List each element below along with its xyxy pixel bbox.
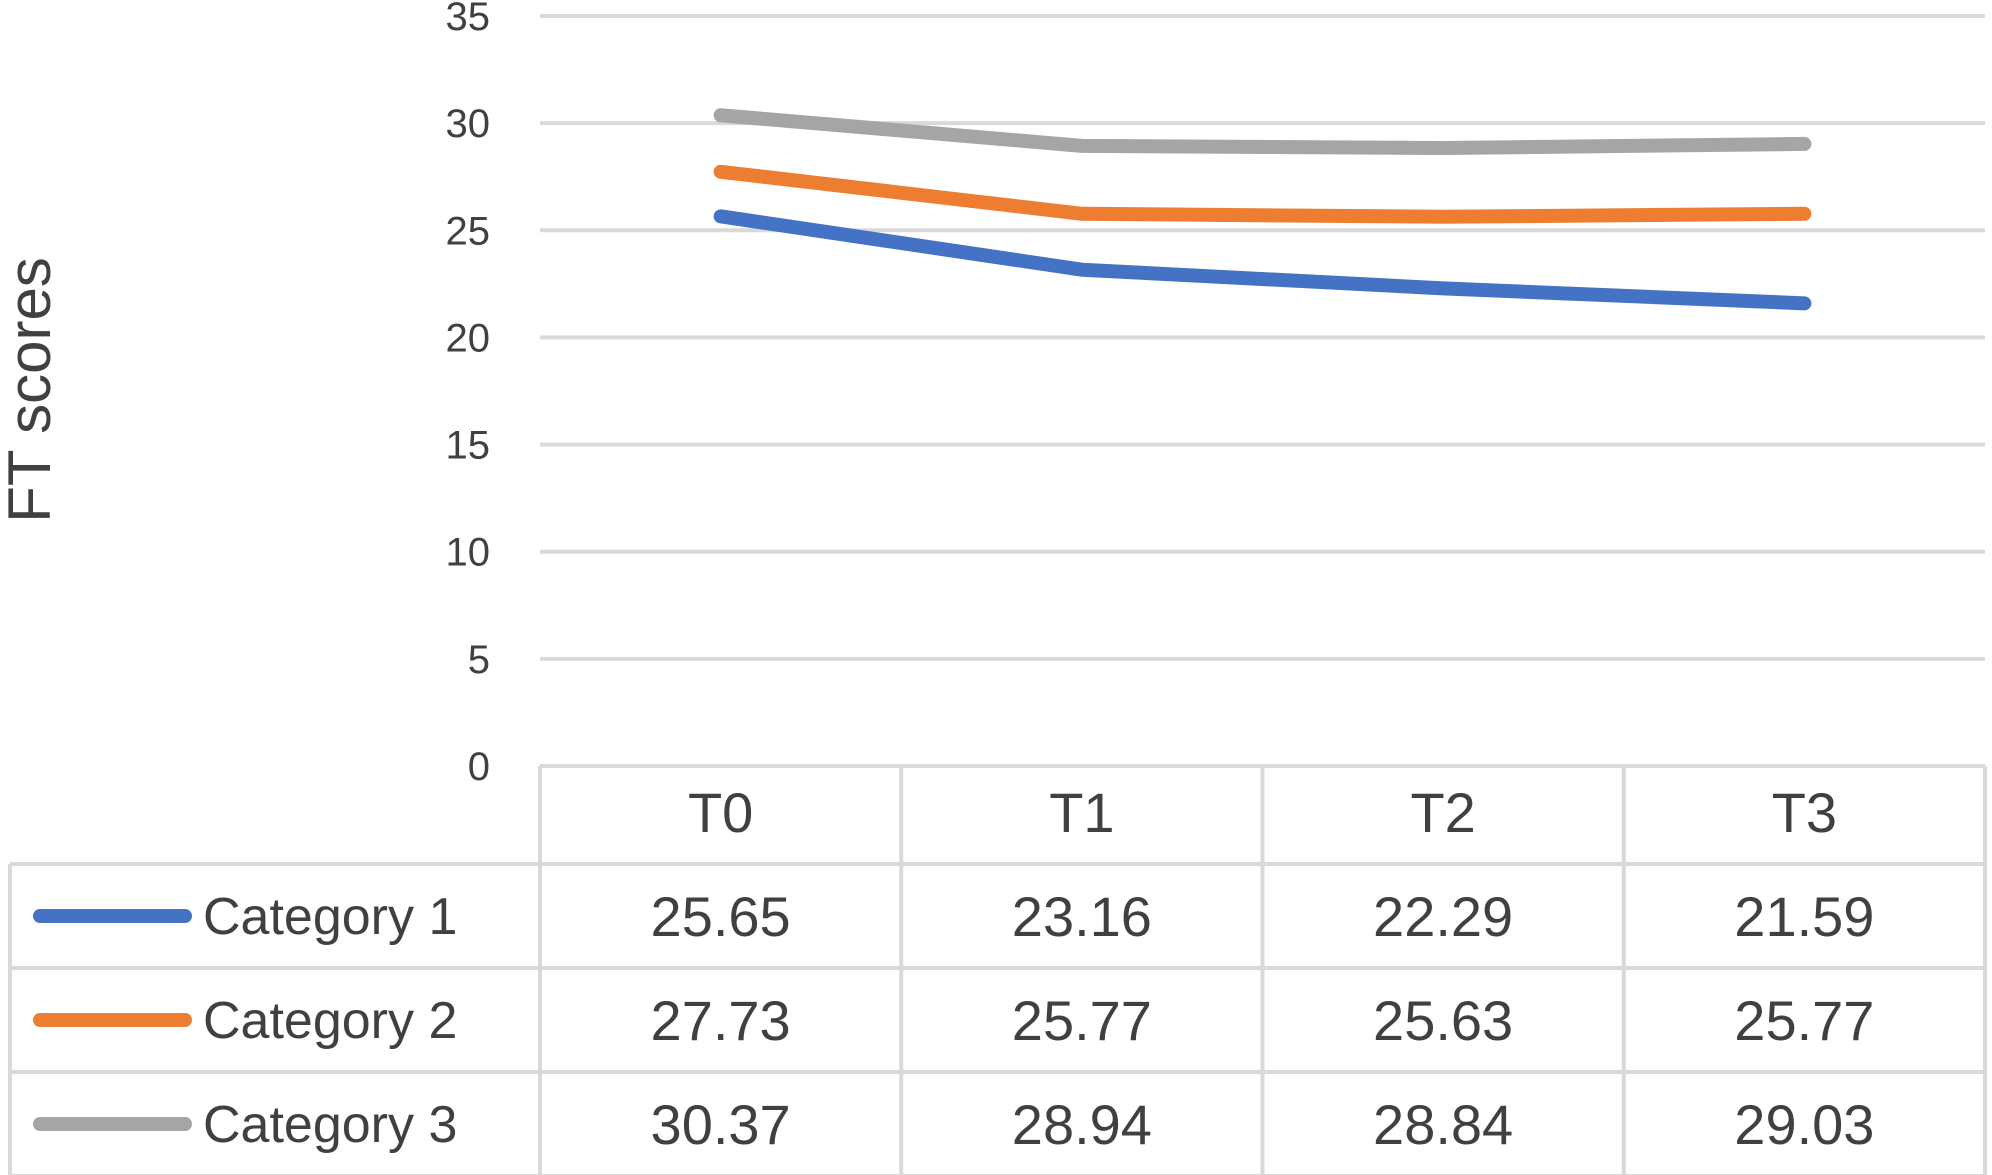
data-label: 21.59	[1734, 885, 1874, 948]
data-label: 30.37	[651, 1093, 791, 1156]
y-tick-label-25: 25	[446, 209, 491, 253]
data-label: 28.94	[1012, 1093, 1152, 1156]
data-label: 29.03	[1734, 1093, 1874, 1156]
legend-label-1: Category 1	[203, 888, 457, 946]
series-line-3	[713, 108, 1812, 155]
y-tick-label-35: 35	[446, 0, 491, 39]
y-axis-ticks: 0 5 10 15 20 25 30 35	[446, 0, 491, 789]
y-tick-label-5: 5	[468, 638, 490, 682]
x-category-label-T1: T1	[1049, 781, 1114, 844]
data-label: 23.16	[1012, 885, 1152, 948]
data-table: T0 T1 T2 T3 Category 1 25.65 23.16 22.29 21.59 Ca…	[8, 764, 1987, 1175]
y-axis-label: FT scores	[0, 257, 63, 523]
series-line-1	[713, 209, 1812, 311]
data-label: 28.84	[1373, 1093, 1513, 1156]
data-label: 22.29	[1373, 885, 1513, 948]
legend-label-2: Category 2	[203, 992, 457, 1050]
y-tick-label-20: 20	[446, 316, 491, 360]
data-label: 25.65	[651, 885, 791, 948]
x-category-label-T2: T2	[1410, 781, 1475, 844]
y-tick-label-0: 0	[468, 745, 490, 789]
data-label: 25.77	[1734, 989, 1874, 1052]
data-label: 25.63	[1373, 989, 1513, 1052]
series-lines	[713, 108, 1812, 311]
series-line-2	[713, 164, 1812, 224]
y-tick-label-15: 15	[446, 424, 491, 468]
data-label: 27.73	[651, 989, 791, 1052]
x-category-label-T3: T3	[1772, 781, 1837, 844]
legend-label-3: Category 3	[203, 1096, 457, 1154]
y-tick-label-10: 10	[446, 531, 491, 575]
x-category-label-T0: T0	[688, 781, 753, 844]
y-tick-label-30: 30	[446, 102, 491, 146]
data-label: 25.77	[1012, 989, 1152, 1052]
